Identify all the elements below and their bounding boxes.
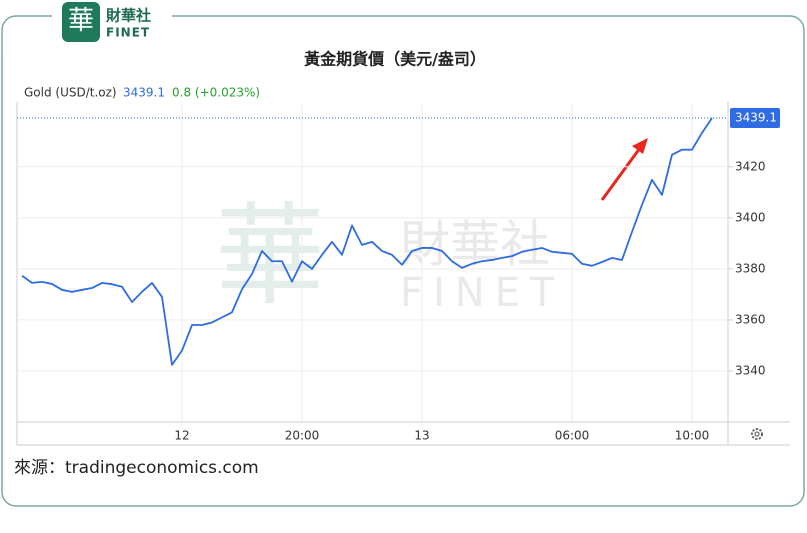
logo-name: 財華社 bbox=[105, 7, 151, 25]
frame bbox=[1, 15, 805, 507]
x-tick-label: 20:00 bbox=[285, 429, 320, 443]
y-tick-label: 3360 bbox=[735, 312, 766, 326]
legend-change: 0.8 (+0.023%) bbox=[172, 86, 260, 100]
watermark-mark: 華 bbox=[215, 192, 325, 320]
y-tick-label: 3400 bbox=[735, 210, 766, 224]
last-price-box bbox=[730, 108, 780, 129]
y-tick-label: 3420 bbox=[735, 159, 766, 173]
watermark-sub: FINET bbox=[400, 270, 564, 316]
settings-icon[interactable] bbox=[751, 428, 763, 440]
x-tick-label: 06:00 bbox=[555, 429, 590, 443]
x-tick-label: 13 bbox=[414, 429, 429, 443]
legend-price: 3439.1 bbox=[123, 86, 165, 100]
logo-sub: FINET bbox=[106, 26, 150, 40]
arrow-shaft bbox=[600, 147, 642, 201]
price-line bbox=[21, 117, 713, 366]
x-tick-label: 10:00 bbox=[675, 429, 710, 443]
legend-name: Gold (USD/t.oz) bbox=[24, 86, 117, 100]
y-tick-label: 3340 bbox=[735, 363, 766, 377]
source: 來源：tradingeconomics.com bbox=[14, 458, 259, 478]
last-price-label: 3439.1 bbox=[735, 111, 777, 125]
chart-title: 黃金期貨價（美元/盎司） bbox=[303, 50, 486, 69]
logo-badge bbox=[62, 2, 100, 42]
y-tick-label: 3380 bbox=[735, 261, 766, 275]
x-tick-label: 12 bbox=[174, 429, 189, 443]
logo-mark: 華 bbox=[68, 6, 94, 36]
arrow-head bbox=[632, 138, 648, 154]
